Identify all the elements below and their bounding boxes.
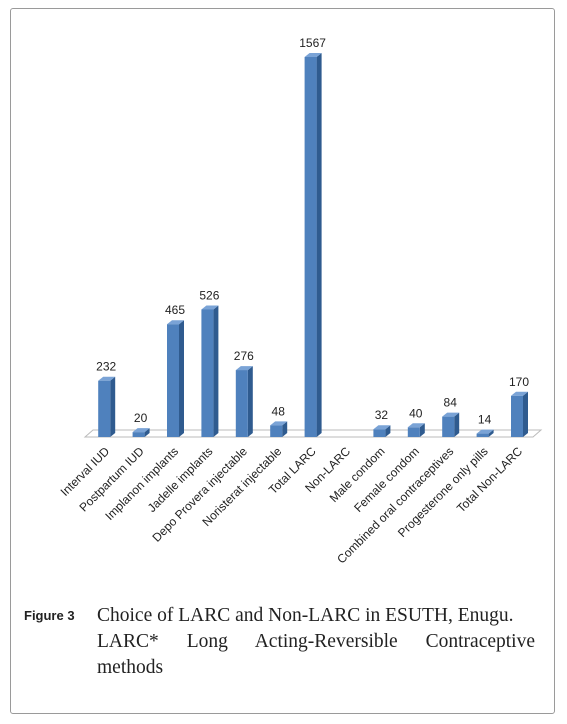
bar (235, 370, 248, 437)
bar (407, 427, 420, 437)
bar-side (488, 429, 494, 437)
bar-top (511, 391, 528, 396)
value-label: 465 (165, 303, 185, 317)
value-label: 14 (478, 413, 492, 427)
figure-frame (10, 8, 555, 714)
bar (476, 433, 489, 437)
bar-top (132, 428, 150, 433)
caption: Choice of LARC and Non-LARC in ESUTH, En… (97, 603, 535, 681)
value-label: 48 (272, 404, 286, 418)
bar (373, 429, 386, 437)
value-label: 40 (409, 406, 423, 420)
bar-top (98, 376, 116, 381)
value-label: 276 (234, 349, 254, 363)
bar-top (476, 429, 494, 434)
value-label: 1567 (299, 36, 326, 50)
bar (132, 432, 145, 437)
value-label: 84 (444, 396, 458, 410)
bar-side (144, 428, 150, 437)
bar (201, 309, 214, 437)
bar-top (373, 425, 391, 430)
bar-top (407, 423, 425, 428)
bar (511, 395, 523, 437)
value-label: 526 (199, 288, 219, 302)
figure-label: Figure 3 (24, 608, 75, 623)
caption-line: Choice of LARC and Non-LARC in ESUTH, En… (97, 605, 514, 626)
bar-side (179, 320, 184, 437)
bar-top (235, 366, 253, 371)
bar-side (213, 305, 219, 437)
bar (442, 416, 455, 437)
bar-side (110, 376, 116, 437)
bar (270, 425, 283, 437)
bar (98, 380, 111, 437)
bar-top (304, 53, 322, 57)
bar-side (385, 425, 391, 437)
value-label: 20 (134, 411, 148, 425)
bar-side (523, 391, 528, 437)
bar-top (270, 421, 288, 426)
bar-top (167, 320, 184, 325)
bar-side (316, 53, 322, 437)
bar-side (454, 412, 460, 437)
value-label: 32 (375, 408, 389, 422)
bar-side (282, 421, 288, 437)
bar-top (442, 412, 460, 417)
bar-side (247, 366, 253, 437)
value-label: 232 (96, 360, 116, 374)
bar-top (201, 305, 219, 310)
bar-side (419, 423, 425, 437)
value-label: 170 (509, 375, 529, 389)
bar (167, 324, 179, 437)
bar (304, 57, 317, 437)
caption-line: LARC* Long Acting-Reversible Contracepti… (97, 631, 535, 678)
